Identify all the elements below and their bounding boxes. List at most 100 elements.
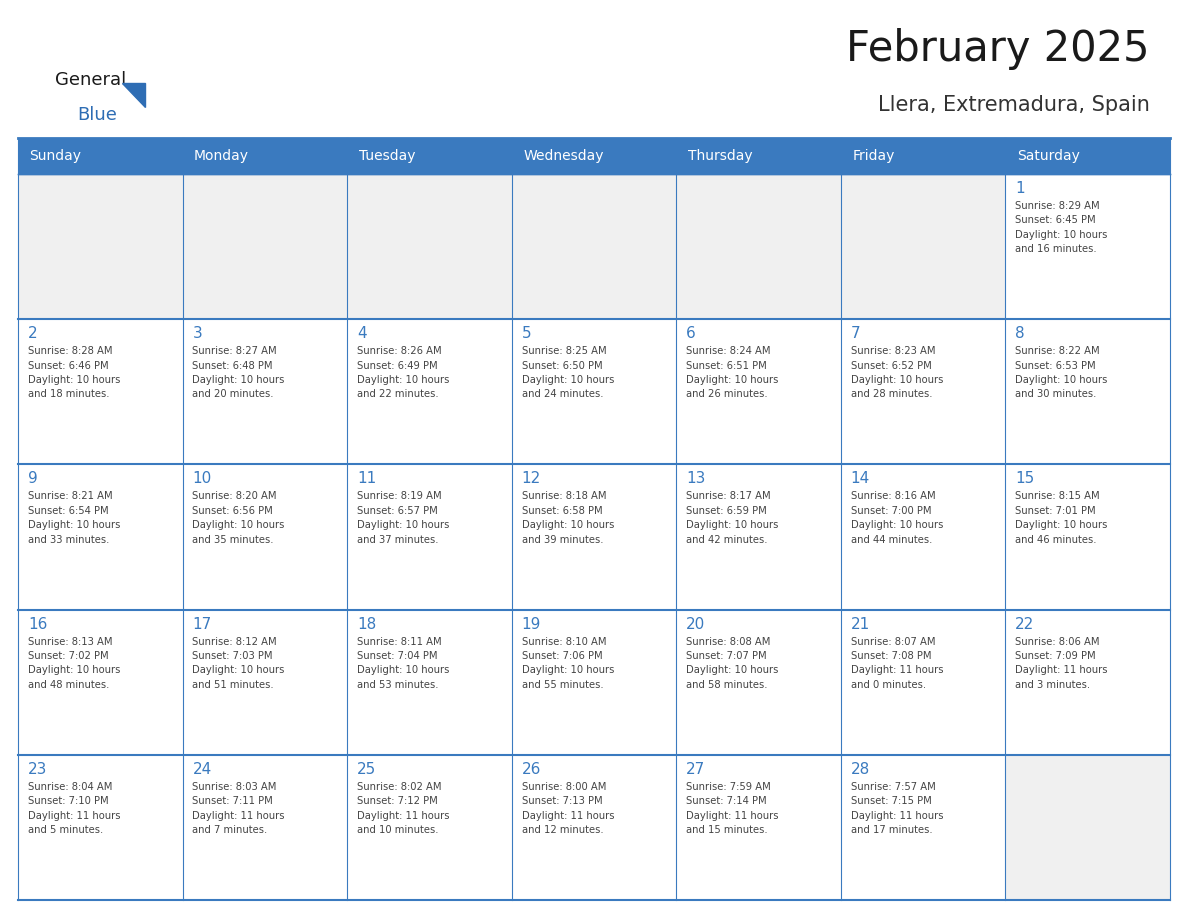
Bar xyxy=(18,174,183,319)
Text: 21: 21 xyxy=(851,617,870,632)
Text: Sunrise: 8:22 AM
Sunset: 6:53 PM
Daylight: 10 hours
and 30 minutes.: Sunrise: 8:22 AM Sunset: 6:53 PM Dayligh… xyxy=(1016,346,1107,399)
Text: Sunrise: 8:02 AM
Sunset: 7:12 PM
Daylight: 11 hours
and 10 minutes.: Sunrise: 8:02 AM Sunset: 7:12 PM Dayligh… xyxy=(358,782,449,835)
Text: 17: 17 xyxy=(192,617,211,632)
Text: 11: 11 xyxy=(358,472,377,487)
Text: 28: 28 xyxy=(851,762,870,777)
Text: February 2025: February 2025 xyxy=(847,28,1150,70)
Bar xyxy=(841,610,1005,755)
Bar xyxy=(512,755,676,900)
Bar xyxy=(347,465,512,610)
Text: Monday: Monday xyxy=(194,149,249,163)
Text: Sunrise: 8:06 AM
Sunset: 7:09 PM
Daylight: 11 hours
and 3 minutes.: Sunrise: 8:06 AM Sunset: 7:09 PM Dayligh… xyxy=(1016,636,1107,689)
Bar xyxy=(183,174,347,319)
Bar xyxy=(841,319,1005,465)
Text: 8: 8 xyxy=(1016,326,1025,341)
Text: 16: 16 xyxy=(27,617,48,632)
Text: Sunrise: 8:24 AM
Sunset: 6:51 PM
Daylight: 10 hours
and 26 minutes.: Sunrise: 8:24 AM Sunset: 6:51 PM Dayligh… xyxy=(687,346,778,399)
Text: Sunrise: 8:00 AM
Sunset: 7:13 PM
Daylight: 11 hours
and 12 minutes.: Sunrise: 8:00 AM Sunset: 7:13 PM Dayligh… xyxy=(522,782,614,835)
Text: Sunrise: 8:04 AM
Sunset: 7:10 PM
Daylight: 11 hours
and 5 minutes.: Sunrise: 8:04 AM Sunset: 7:10 PM Dayligh… xyxy=(27,782,120,835)
Text: Sunrise: 8:07 AM
Sunset: 7:08 PM
Daylight: 11 hours
and 0 minutes.: Sunrise: 8:07 AM Sunset: 7:08 PM Dayligh… xyxy=(851,636,943,689)
Text: Friday: Friday xyxy=(852,149,895,163)
Text: Sunrise: 8:27 AM
Sunset: 6:48 PM
Daylight: 10 hours
and 20 minutes.: Sunrise: 8:27 AM Sunset: 6:48 PM Dayligh… xyxy=(192,346,285,399)
Text: 22: 22 xyxy=(1016,617,1035,632)
Text: Sunrise: 8:20 AM
Sunset: 6:56 PM
Daylight: 10 hours
and 35 minutes.: Sunrise: 8:20 AM Sunset: 6:56 PM Dayligh… xyxy=(192,491,285,544)
Text: Sunday: Sunday xyxy=(30,149,82,163)
Bar xyxy=(18,465,183,610)
Bar xyxy=(18,755,183,900)
Bar xyxy=(1005,755,1170,900)
Bar xyxy=(512,174,676,319)
Bar xyxy=(347,319,512,465)
Text: Sunrise: 7:59 AM
Sunset: 7:14 PM
Daylight: 11 hours
and 15 minutes.: Sunrise: 7:59 AM Sunset: 7:14 PM Dayligh… xyxy=(687,782,778,835)
Text: 25: 25 xyxy=(358,762,377,777)
Bar xyxy=(347,755,512,900)
Text: 10: 10 xyxy=(192,472,211,487)
Text: Blue: Blue xyxy=(77,106,116,124)
Bar xyxy=(841,465,1005,610)
Bar xyxy=(512,319,676,465)
Text: 7: 7 xyxy=(851,326,860,341)
Text: Sunrise: 8:28 AM
Sunset: 6:46 PM
Daylight: 10 hours
and 18 minutes.: Sunrise: 8:28 AM Sunset: 6:46 PM Dayligh… xyxy=(27,346,120,399)
Bar xyxy=(676,755,841,900)
Bar xyxy=(18,610,183,755)
Bar xyxy=(18,319,183,465)
Text: Sunrise: 8:25 AM
Sunset: 6:50 PM
Daylight: 10 hours
and 24 minutes.: Sunrise: 8:25 AM Sunset: 6:50 PM Dayligh… xyxy=(522,346,614,399)
Bar xyxy=(1005,138,1170,174)
Text: 19: 19 xyxy=(522,617,541,632)
Text: 20: 20 xyxy=(687,617,706,632)
Text: General: General xyxy=(55,71,126,89)
Text: 27: 27 xyxy=(687,762,706,777)
Text: 9: 9 xyxy=(27,472,38,487)
Text: Tuesday: Tuesday xyxy=(359,149,415,163)
Bar xyxy=(676,174,841,319)
Text: 14: 14 xyxy=(851,472,870,487)
Text: Sunrise: 8:15 AM
Sunset: 7:01 PM
Daylight: 10 hours
and 46 minutes.: Sunrise: 8:15 AM Sunset: 7:01 PM Dayligh… xyxy=(1016,491,1107,544)
Bar xyxy=(676,319,841,465)
Bar xyxy=(183,755,347,900)
Bar xyxy=(512,610,676,755)
Text: 5: 5 xyxy=(522,326,531,341)
Text: 12: 12 xyxy=(522,472,541,487)
Text: 3: 3 xyxy=(192,326,202,341)
Text: Thursday: Thursday xyxy=(688,149,752,163)
Text: Sunrise: 8:19 AM
Sunset: 6:57 PM
Daylight: 10 hours
and 37 minutes.: Sunrise: 8:19 AM Sunset: 6:57 PM Dayligh… xyxy=(358,491,449,544)
Bar xyxy=(841,755,1005,900)
Bar xyxy=(676,610,841,755)
Text: 18: 18 xyxy=(358,617,377,632)
Bar xyxy=(841,138,1005,174)
Polygon shape xyxy=(122,83,145,107)
Text: 24: 24 xyxy=(192,762,211,777)
Text: 15: 15 xyxy=(1016,472,1035,487)
Text: Sunrise: 8:08 AM
Sunset: 7:07 PM
Daylight: 10 hours
and 58 minutes.: Sunrise: 8:08 AM Sunset: 7:07 PM Dayligh… xyxy=(687,636,778,689)
Bar xyxy=(1005,465,1170,610)
Text: Llera, Extremadura, Spain: Llera, Extremadura, Spain xyxy=(878,95,1150,115)
Text: Sunrise: 7:57 AM
Sunset: 7:15 PM
Daylight: 11 hours
and 17 minutes.: Sunrise: 7:57 AM Sunset: 7:15 PM Dayligh… xyxy=(851,782,943,835)
Text: 4: 4 xyxy=(358,326,367,341)
Text: Sunrise: 8:03 AM
Sunset: 7:11 PM
Daylight: 11 hours
and 7 minutes.: Sunrise: 8:03 AM Sunset: 7:11 PM Dayligh… xyxy=(192,782,285,835)
Text: Sunrise: 8:13 AM
Sunset: 7:02 PM
Daylight: 10 hours
and 48 minutes.: Sunrise: 8:13 AM Sunset: 7:02 PM Dayligh… xyxy=(27,636,120,689)
Text: 13: 13 xyxy=(687,472,706,487)
Bar xyxy=(676,465,841,610)
Text: Sunrise: 8:16 AM
Sunset: 7:00 PM
Daylight: 10 hours
and 44 minutes.: Sunrise: 8:16 AM Sunset: 7:00 PM Dayligh… xyxy=(851,491,943,544)
Bar xyxy=(347,138,512,174)
Bar xyxy=(1005,610,1170,755)
Text: Wednesday: Wednesday xyxy=(523,149,604,163)
Bar xyxy=(1005,174,1170,319)
Bar xyxy=(512,465,676,610)
Bar xyxy=(676,138,841,174)
Text: Sunrise: 8:12 AM
Sunset: 7:03 PM
Daylight: 10 hours
and 51 minutes.: Sunrise: 8:12 AM Sunset: 7:03 PM Dayligh… xyxy=(192,636,285,689)
Text: Sunrise: 8:18 AM
Sunset: 6:58 PM
Daylight: 10 hours
and 39 minutes.: Sunrise: 8:18 AM Sunset: 6:58 PM Dayligh… xyxy=(522,491,614,544)
Bar xyxy=(183,610,347,755)
Bar xyxy=(183,319,347,465)
Bar xyxy=(347,174,512,319)
Text: Sunrise: 8:11 AM
Sunset: 7:04 PM
Daylight: 10 hours
and 53 minutes.: Sunrise: 8:11 AM Sunset: 7:04 PM Dayligh… xyxy=(358,636,449,689)
Bar xyxy=(1005,319,1170,465)
Bar xyxy=(347,610,512,755)
Text: 23: 23 xyxy=(27,762,48,777)
Text: Sunrise: 8:17 AM
Sunset: 6:59 PM
Daylight: 10 hours
and 42 minutes.: Sunrise: 8:17 AM Sunset: 6:59 PM Dayligh… xyxy=(687,491,778,544)
Text: Sunrise: 8:29 AM
Sunset: 6:45 PM
Daylight: 10 hours
and 16 minutes.: Sunrise: 8:29 AM Sunset: 6:45 PM Dayligh… xyxy=(1016,201,1107,254)
Bar xyxy=(183,465,347,610)
Text: Saturday: Saturday xyxy=(1017,149,1080,163)
Text: Sunrise: 8:23 AM
Sunset: 6:52 PM
Daylight: 10 hours
and 28 minutes.: Sunrise: 8:23 AM Sunset: 6:52 PM Dayligh… xyxy=(851,346,943,399)
Bar xyxy=(18,138,183,174)
